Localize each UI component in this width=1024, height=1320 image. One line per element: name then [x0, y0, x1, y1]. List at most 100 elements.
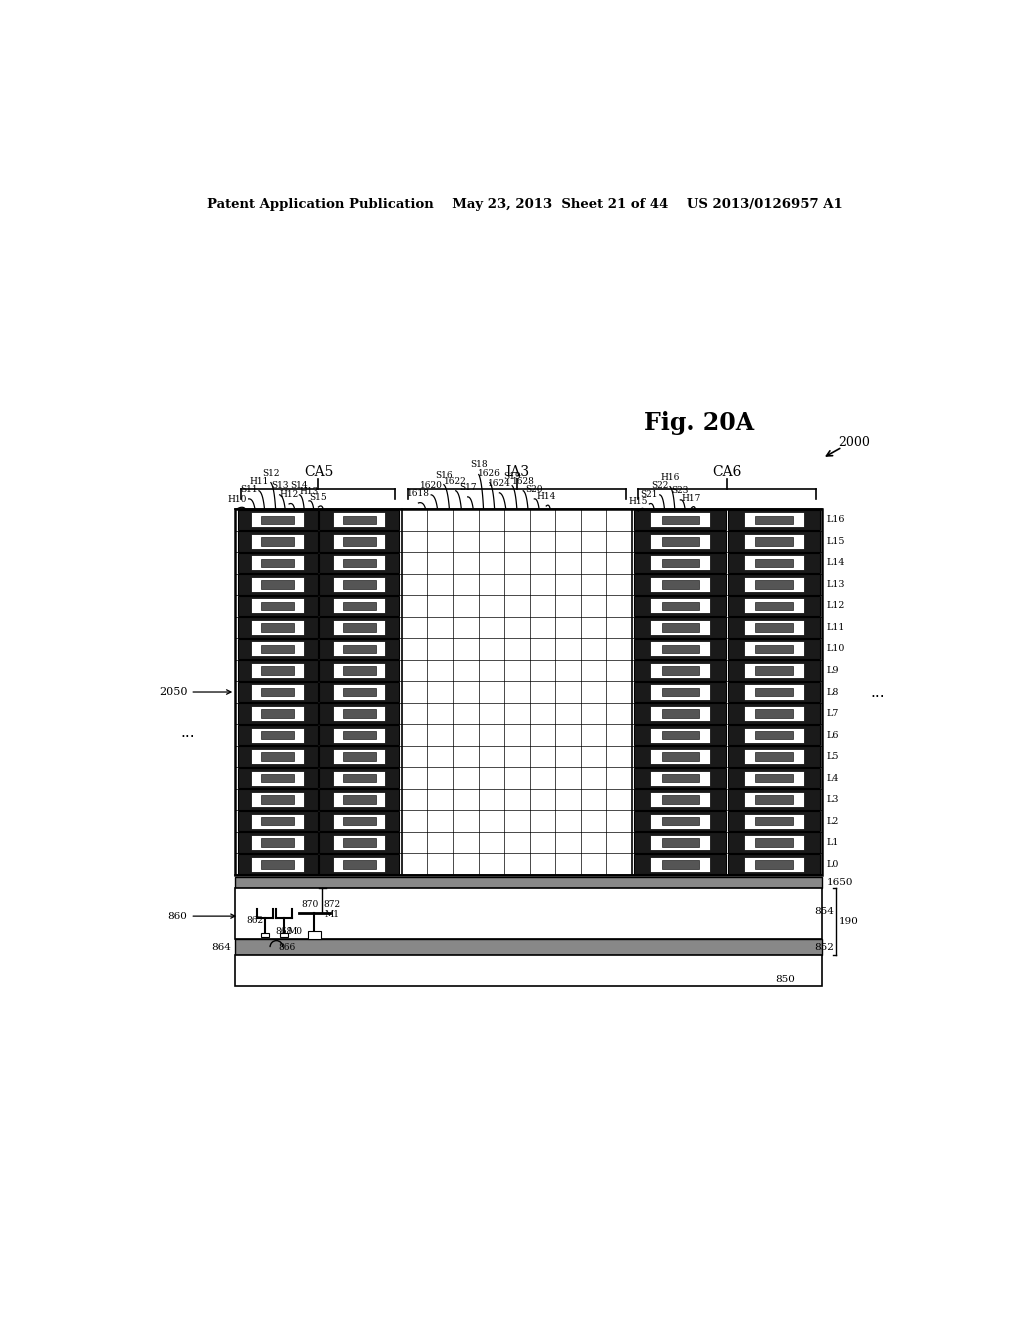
- Bar: [662, 752, 699, 760]
- Bar: [634, 704, 726, 723]
- Text: S13: S13: [270, 480, 289, 490]
- Bar: [261, 667, 294, 675]
- Bar: [261, 731, 294, 739]
- Text: 1618: 1618: [407, 488, 430, 498]
- Bar: [650, 512, 711, 528]
- Bar: [238, 510, 317, 531]
- Bar: [343, 709, 376, 718]
- Bar: [261, 602, 294, 610]
- Text: 852: 852: [814, 942, 835, 952]
- Bar: [236, 510, 822, 875]
- Bar: [261, 709, 294, 718]
- Text: M0: M0: [288, 927, 303, 936]
- Bar: [634, 595, 726, 616]
- Text: 1650: 1650: [826, 878, 853, 887]
- Bar: [236, 888, 822, 939]
- Bar: [744, 706, 804, 721]
- Text: 872: 872: [324, 899, 341, 908]
- Bar: [252, 706, 304, 721]
- Bar: [252, 836, 304, 850]
- Bar: [728, 553, 820, 573]
- Bar: [650, 533, 711, 549]
- Bar: [728, 681, 820, 702]
- Text: L16: L16: [826, 515, 845, 524]
- Bar: [252, 577, 304, 591]
- Bar: [744, 556, 804, 570]
- Text: S22: S22: [651, 480, 669, 490]
- Bar: [756, 859, 793, 869]
- Bar: [319, 789, 399, 810]
- Text: Patent Application Publication    May 23, 2013  Sheet 21 of 44    US 2013/012695: Patent Application Publication May 23, 2…: [207, 198, 843, 211]
- Bar: [281, 933, 289, 937]
- Bar: [261, 579, 294, 589]
- Bar: [662, 667, 699, 675]
- Bar: [252, 857, 304, 871]
- Bar: [333, 642, 385, 656]
- Bar: [238, 681, 317, 702]
- Bar: [319, 681, 399, 702]
- Bar: [319, 725, 399, 746]
- Bar: [333, 771, 385, 785]
- Bar: [650, 771, 711, 785]
- Bar: [634, 854, 726, 874]
- Bar: [634, 531, 726, 552]
- Bar: [252, 727, 304, 743]
- Text: 864: 864: [211, 942, 231, 952]
- Bar: [650, 556, 711, 570]
- Text: S12: S12: [262, 469, 280, 478]
- Bar: [252, 533, 304, 549]
- Bar: [756, 602, 793, 610]
- Text: 1620: 1620: [420, 480, 442, 490]
- Bar: [756, 667, 793, 675]
- Text: L13: L13: [826, 579, 845, 589]
- Bar: [662, 838, 699, 847]
- Bar: [728, 768, 820, 788]
- Bar: [343, 731, 376, 739]
- Bar: [333, 620, 385, 635]
- Bar: [319, 810, 399, 832]
- Bar: [238, 704, 317, 723]
- Bar: [650, 813, 711, 829]
- Bar: [756, 817, 793, 825]
- Bar: [634, 510, 726, 531]
- Bar: [728, 810, 820, 832]
- Text: 1622: 1622: [444, 477, 467, 486]
- Text: S23: S23: [672, 486, 689, 495]
- Text: 2000: 2000: [839, 437, 870, 450]
- Text: 2050: 2050: [159, 686, 231, 697]
- Bar: [650, 685, 711, 700]
- Bar: [744, 642, 804, 656]
- Bar: [333, 533, 385, 549]
- Bar: [333, 836, 385, 850]
- Bar: [319, 618, 399, 638]
- Bar: [744, 857, 804, 871]
- Bar: [728, 618, 820, 638]
- Text: H14: H14: [537, 492, 556, 500]
- Bar: [319, 510, 399, 531]
- Bar: [333, 727, 385, 743]
- Bar: [634, 639, 726, 659]
- Bar: [238, 725, 317, 746]
- Text: S11: S11: [240, 484, 257, 494]
- Text: S15: S15: [309, 492, 328, 502]
- Bar: [343, 774, 376, 783]
- Text: L4: L4: [826, 774, 839, 783]
- Bar: [634, 725, 726, 746]
- Bar: [261, 623, 294, 632]
- Text: IA3: IA3: [505, 465, 529, 479]
- Bar: [744, 685, 804, 700]
- Bar: [744, 512, 804, 528]
- Bar: [333, 685, 385, 700]
- Bar: [343, 796, 376, 804]
- Bar: [238, 768, 317, 788]
- Bar: [261, 537, 294, 545]
- Bar: [662, 774, 699, 783]
- Bar: [634, 681, 726, 702]
- Text: 1624: 1624: [488, 479, 511, 487]
- Bar: [634, 746, 726, 767]
- Bar: [261, 933, 269, 937]
- Bar: [333, 556, 385, 570]
- Text: L1: L1: [826, 838, 839, 847]
- Text: L15: L15: [826, 537, 845, 546]
- Bar: [728, 574, 820, 594]
